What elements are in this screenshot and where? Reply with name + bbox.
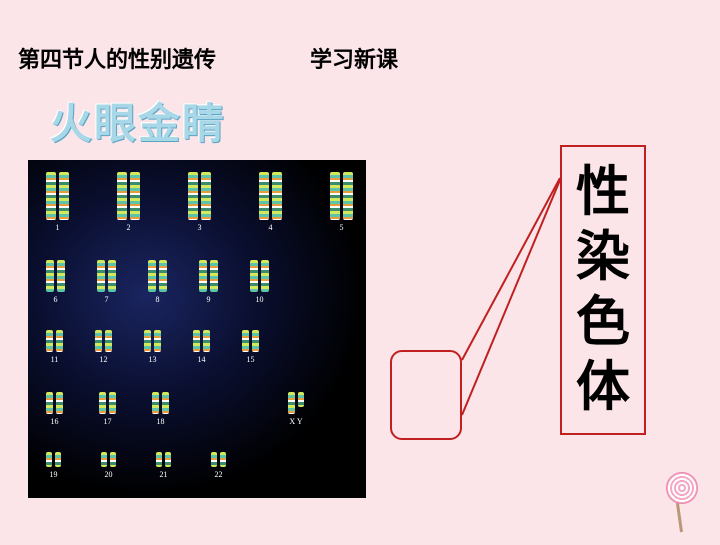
chrom-row-4: 161718 bbox=[46, 392, 169, 426]
chrom-row-1: 12345 bbox=[46, 172, 353, 232]
label-char: 色 bbox=[576, 290, 630, 355]
karyotype-image: 12345 678910 1112131415 161718 19202122 … bbox=[28, 160, 366, 498]
lollipop-icon bbox=[662, 472, 702, 532]
subtitle: 火眼金睛 bbox=[50, 90, 226, 151]
chrom-row-2: 678910 bbox=[46, 260, 269, 304]
label-char: 染 bbox=[576, 225, 630, 290]
callout-label-box: 性 染 色 体 bbox=[560, 145, 646, 435]
section-title: 第四节人的性别遗传 bbox=[18, 42, 216, 74]
chrom-row-sex: X Y bbox=[288, 392, 304, 426]
label-char: 体 bbox=[576, 355, 630, 420]
label-char: 性 bbox=[576, 160, 630, 225]
lesson-label: 学习新课 bbox=[310, 42, 398, 74]
chrom-row-5: 19202122 bbox=[46, 452, 226, 479]
chrom-row-3: 1112131415 bbox=[46, 330, 259, 364]
callout-highlight-box bbox=[390, 350, 462, 440]
